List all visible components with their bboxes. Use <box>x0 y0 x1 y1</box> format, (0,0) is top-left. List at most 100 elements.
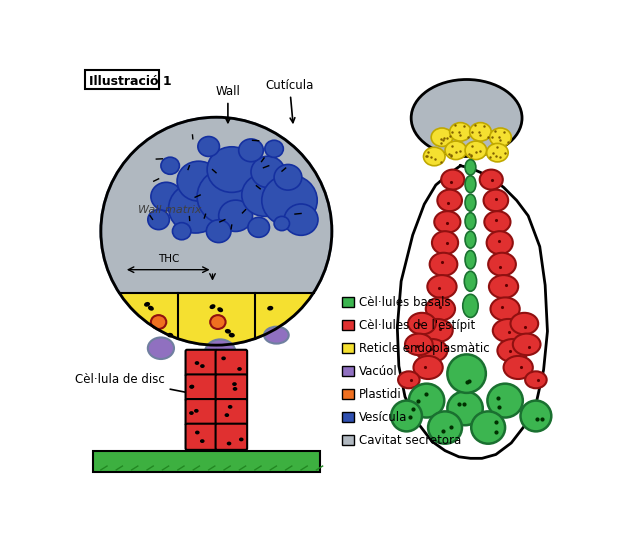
Text: Wall matrix: Wall matrix <box>138 206 202 216</box>
Ellipse shape <box>232 382 237 386</box>
Ellipse shape <box>207 147 257 193</box>
Text: Cèl·lules de l'estípit: Cèl·lules de l'estípit <box>359 319 475 331</box>
Ellipse shape <box>525 371 547 388</box>
Ellipse shape <box>195 361 199 365</box>
Ellipse shape <box>431 128 452 147</box>
FancyBboxPatch shape <box>216 399 247 425</box>
Ellipse shape <box>435 211 460 232</box>
Text: Cèl·lula de disc: Cèl·lula de disc <box>76 373 204 397</box>
Ellipse shape <box>465 176 476 193</box>
Ellipse shape <box>408 313 436 334</box>
Ellipse shape <box>161 157 179 174</box>
Ellipse shape <box>497 339 528 362</box>
Ellipse shape <box>194 409 198 413</box>
Ellipse shape <box>167 333 173 337</box>
Ellipse shape <box>251 156 285 188</box>
Ellipse shape <box>520 400 551 432</box>
Ellipse shape <box>488 253 516 276</box>
Ellipse shape <box>441 170 464 190</box>
Text: Vesícula: Vesícula <box>359 411 407 424</box>
Ellipse shape <box>409 383 444 417</box>
Ellipse shape <box>422 319 452 342</box>
Ellipse shape <box>417 339 447 362</box>
Ellipse shape <box>189 385 194 389</box>
FancyBboxPatch shape <box>186 350 217 376</box>
Ellipse shape <box>274 165 302 190</box>
Ellipse shape <box>465 194 476 211</box>
Ellipse shape <box>426 298 455 321</box>
Ellipse shape <box>411 79 522 156</box>
Text: THC: THC <box>158 254 179 264</box>
Ellipse shape <box>391 400 422 432</box>
Ellipse shape <box>447 391 483 425</box>
Ellipse shape <box>488 383 523 417</box>
Ellipse shape <box>225 329 231 334</box>
FancyBboxPatch shape <box>186 399 217 425</box>
Ellipse shape <box>101 117 332 345</box>
Ellipse shape <box>144 302 150 307</box>
Ellipse shape <box>284 204 318 235</box>
Ellipse shape <box>445 141 467 160</box>
Ellipse shape <box>228 333 235 337</box>
Ellipse shape <box>484 211 511 232</box>
Ellipse shape <box>465 160 476 175</box>
Ellipse shape <box>239 438 244 441</box>
Ellipse shape <box>177 161 220 201</box>
Ellipse shape <box>228 405 232 409</box>
Ellipse shape <box>465 141 486 160</box>
Ellipse shape <box>225 413 229 417</box>
Bar <box>342 320 354 330</box>
Ellipse shape <box>429 253 458 276</box>
Ellipse shape <box>486 143 508 162</box>
Ellipse shape <box>490 128 511 147</box>
Ellipse shape <box>465 231 476 248</box>
Ellipse shape <box>463 294 478 317</box>
Ellipse shape <box>432 231 458 254</box>
Ellipse shape <box>471 411 505 444</box>
Ellipse shape <box>465 251 476 269</box>
Ellipse shape <box>237 367 242 371</box>
Ellipse shape <box>480 170 503 190</box>
Ellipse shape <box>437 190 462 211</box>
Ellipse shape <box>265 140 284 158</box>
FancyBboxPatch shape <box>216 424 247 450</box>
Bar <box>342 435 354 445</box>
Text: Cavitat secretora: Cavitat secretora <box>359 434 461 447</box>
Ellipse shape <box>242 173 288 217</box>
Ellipse shape <box>450 123 471 141</box>
FancyBboxPatch shape <box>216 374 247 400</box>
Ellipse shape <box>189 385 195 388</box>
Text: Cèl·lules basals: Cèl·lules basals <box>359 295 451 309</box>
Ellipse shape <box>511 313 538 334</box>
Bar <box>342 389 354 399</box>
Ellipse shape <box>504 356 533 379</box>
Ellipse shape <box>189 411 194 415</box>
PathPatch shape <box>119 293 314 345</box>
Text: Illustració 1: Illustració 1 <box>88 75 171 88</box>
Ellipse shape <box>489 275 518 298</box>
Bar <box>342 366 354 376</box>
Ellipse shape <box>447 354 486 393</box>
Ellipse shape <box>486 231 513 254</box>
Ellipse shape <box>206 220 231 242</box>
Ellipse shape <box>464 271 477 291</box>
Bar <box>93 451 320 472</box>
Ellipse shape <box>197 168 259 225</box>
FancyBboxPatch shape <box>216 350 247 376</box>
Ellipse shape <box>428 275 456 298</box>
FancyBboxPatch shape <box>186 424 217 450</box>
Ellipse shape <box>219 200 253 231</box>
Ellipse shape <box>227 441 231 445</box>
Ellipse shape <box>264 327 289 344</box>
Ellipse shape <box>205 339 236 366</box>
Text: Cutícula: Cutícula <box>266 79 314 123</box>
Ellipse shape <box>470 123 492 141</box>
Ellipse shape <box>233 387 237 391</box>
Ellipse shape <box>210 315 225 329</box>
Ellipse shape <box>148 306 154 311</box>
FancyBboxPatch shape <box>186 374 217 400</box>
Text: Reticle endoplasmàtic: Reticle endoplasmàtic <box>359 342 490 355</box>
Ellipse shape <box>239 139 263 162</box>
Ellipse shape <box>168 183 223 233</box>
Bar <box>86 70 159 89</box>
